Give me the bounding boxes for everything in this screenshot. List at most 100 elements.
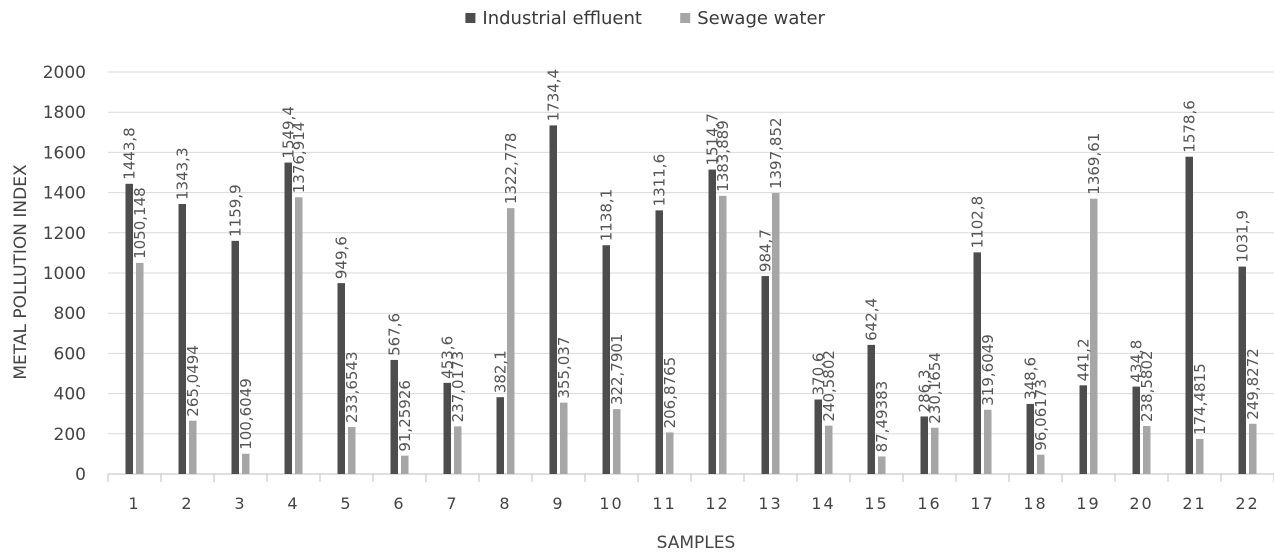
y-tick-label: 0 — [75, 465, 86, 485]
data-label-industrial-effluent: 1734,4 — [544, 69, 562, 122]
x-tick-label: 17 — [970, 494, 994, 513]
data-label-sewage-water: 1322,778 — [502, 133, 520, 205]
y-tick-label: 1000 — [43, 264, 86, 284]
bar-sewage-water — [1090, 198, 1098, 475]
y-tick-label: 800 — [54, 304, 86, 324]
x-tick-label: 7 — [446, 494, 458, 513]
data-label-industrial-effluent: 1549,4 — [279, 106, 297, 159]
bar-industrial-effluent — [761, 276, 769, 474]
legend-label-sewage-water: Sewage water — [697, 8, 825, 29]
bar-industrial-effluent — [549, 125, 557, 475]
bar-industrial-effluent — [1185, 156, 1193, 474]
data-label-industrial-effluent: 1311,6 — [650, 154, 668, 207]
y-tick-label: 1600 — [43, 143, 86, 163]
data-label-industrial-effluent: 1514,7 — [703, 113, 721, 166]
bar-sewage-water — [772, 193, 780, 475]
data-label-sewage-water: 1383,889 — [714, 120, 732, 192]
legend-swatch-industrial-effluent — [465, 13, 476, 23]
bar-sewage-water — [1249, 423, 1257, 474]
bar-sewage-water — [401, 455, 409, 474]
bar-industrial-effluent — [390, 359, 398, 474]
data-label-sewage-water: 319,6049 — [979, 334, 997, 406]
x-tick-label: 11 — [652, 494, 676, 513]
bar-industrial-effluent — [973, 252, 981, 474]
data-label-industrial-effluent: 370,6 — [809, 353, 827, 396]
x-tick-label: 22 — [1235, 494, 1259, 513]
bar-industrial-effluent — [920, 416, 928, 474]
data-label-sewage-water: 355,037 — [555, 337, 573, 399]
y-tick-label: 2000 — [43, 63, 86, 83]
data-label-sewage-water: 230,1654 — [926, 352, 944, 424]
data-label-sewage-water: 322,7901 — [608, 334, 626, 406]
bar-industrial-effluent — [814, 399, 822, 474]
data-label-sewage-water: 100,6049 — [237, 378, 255, 450]
legend-label-industrial-effluent: Industrial effluent — [482, 8, 642, 29]
bar-industrial-effluent — [1079, 385, 1087, 474]
bar-sewage-water — [295, 197, 303, 474]
x-tick-label: 10 — [599, 494, 623, 513]
bar-sewage-water — [454, 426, 462, 474]
data-label-industrial-effluent: 567,6 — [385, 313, 403, 356]
data-label-industrial-effluent: 949,6 — [332, 236, 350, 279]
bar-sewage-water — [242, 453, 250, 474]
bar-sewage-water — [1196, 438, 1204, 474]
bar-sewage-water — [613, 409, 621, 474]
bar-sewage-water — [348, 427, 356, 474]
x-tick-label: 4 — [287, 494, 299, 513]
data-label-industrial-effluent: 1578,6 — [1180, 100, 1198, 153]
bar-sewage-water — [1143, 426, 1151, 474]
x-tick-label: 18 — [1023, 494, 1047, 513]
data-label-industrial-effluent: 453,6 — [438, 336, 456, 379]
bar-sewage-water — [878, 456, 886, 474]
bar-industrial-effluent — [178, 203, 186, 474]
x-tick-label: 2 — [181, 494, 193, 513]
data-label-sewage-water: 91,25926 — [396, 380, 414, 452]
bar-sewage-water — [666, 432, 674, 474]
bar-sewage-water — [189, 420, 197, 474]
data-label-industrial-effluent: 434,8 — [1127, 340, 1145, 383]
x-tick-label: 15 — [864, 494, 888, 513]
data-label-industrial-effluent: 441,2 — [1074, 338, 1092, 381]
bar-sewage-water — [984, 409, 992, 474]
data-label-sewage-water: 238,5802 — [1138, 350, 1156, 422]
data-label-industrial-effluent: 1102,8 — [968, 196, 986, 249]
x-tick-label: 16 — [917, 494, 941, 513]
y-axis-title: METAL POLLUTION INDEX — [11, 164, 31, 380]
bar-industrial-effluent — [337, 283, 345, 474]
data-label-sewage-water: 96,06173 — [1032, 379, 1050, 451]
y-tick-label: 200 — [54, 425, 86, 445]
data-label-industrial-effluent: 348,6 — [1021, 357, 1039, 400]
x-tick-label: 5 — [340, 494, 352, 513]
bar-industrial-effluent — [708, 169, 716, 475]
bar-industrial-effluent — [602, 245, 610, 474]
data-label-sewage-water: 1376,914 — [290, 122, 308, 194]
bar-industrial-effluent — [125, 183, 133, 474]
bar-industrial-effluent — [1026, 403, 1034, 474]
data-label-sewage-water: 1397,852 — [767, 117, 785, 189]
data-label-sewage-water: 240,5802 — [820, 350, 838, 422]
bar-sewage-water — [507, 208, 515, 474]
x-tick-label: 12 — [705, 494, 729, 513]
x-tick-label: 20 — [1129, 494, 1153, 513]
bar-sewage-water — [560, 402, 568, 474]
bar-industrial-effluent — [1132, 386, 1140, 474]
bar-industrial-effluent — [443, 382, 451, 474]
bar-sewage-water — [1037, 454, 1045, 474]
y-tick-label: 600 — [54, 344, 86, 364]
bar-sewage-water — [136, 262, 144, 474]
legend-swatch-sewage-water — [680, 13, 691, 23]
data-label-sewage-water: 233,6543 — [343, 351, 361, 423]
data-label-sewage-water: 1050,148 — [131, 187, 149, 259]
data-label-sewage-water: 237,0173 — [449, 351, 467, 423]
x-tick-label: 3 — [234, 494, 246, 513]
x-axis-title: SAMPLES — [657, 533, 736, 551]
x-tick-label: 9 — [552, 494, 564, 513]
data-label-industrial-effluent: 382,1 — [491, 350, 509, 393]
data-label-industrial-effluent: 642,4 — [862, 298, 880, 341]
x-tick-label: 6 — [393, 494, 405, 513]
data-label-industrial-effluent: 1343,3 — [173, 147, 191, 200]
x-tick-label: 13 — [758, 494, 782, 513]
